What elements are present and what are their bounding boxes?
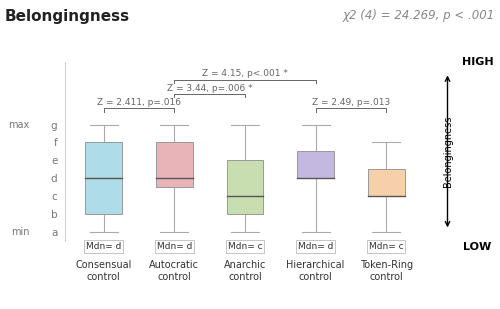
- Text: Mdn= c: Mdn= c: [228, 242, 262, 251]
- Text: Z = 4.15, p<.001 *: Z = 4.15, p<.001 *: [202, 69, 288, 78]
- Text: Mdn= c: Mdn= c: [369, 242, 404, 251]
- Text: Consensual
control: Consensual control: [76, 260, 132, 282]
- Text: Token-Ring
control: Token-Ring control: [360, 260, 412, 282]
- Text: Belongingness: Belongingness: [5, 9, 130, 24]
- Text: HIGH: HIGH: [462, 57, 494, 67]
- Bar: [86, 142, 122, 214]
- Text: Mdn= d: Mdn= d: [86, 242, 122, 251]
- Text: Autocratic
control: Autocratic control: [150, 260, 200, 282]
- Bar: [226, 160, 264, 214]
- Text: Z = 2.411, p=.016: Z = 2.411, p=.016: [97, 98, 181, 107]
- Text: LOW: LOW: [464, 242, 491, 252]
- Text: min: min: [11, 227, 30, 237]
- Text: Z = 2.49, p=.013: Z = 2.49, p=.013: [312, 98, 390, 107]
- Bar: [368, 169, 405, 196]
- Text: Hierarchical
control: Hierarchical control: [286, 260, 345, 282]
- Text: χ2 (4) = 24.269, p < .001: χ2 (4) = 24.269, p < .001: [343, 9, 495, 22]
- Text: Belongingness: Belongingness: [442, 116, 452, 187]
- Text: max: max: [8, 120, 29, 129]
- Text: Anarchic
control: Anarchic control: [224, 260, 266, 282]
- Text: Z = 3.44, p=.006 *: Z = 3.44, p=.006 *: [167, 84, 252, 93]
- Text: Mdn= d: Mdn= d: [298, 242, 334, 251]
- Text: Mdn= d: Mdn= d: [156, 242, 192, 251]
- Bar: [156, 142, 193, 187]
- Bar: [297, 151, 334, 178]
